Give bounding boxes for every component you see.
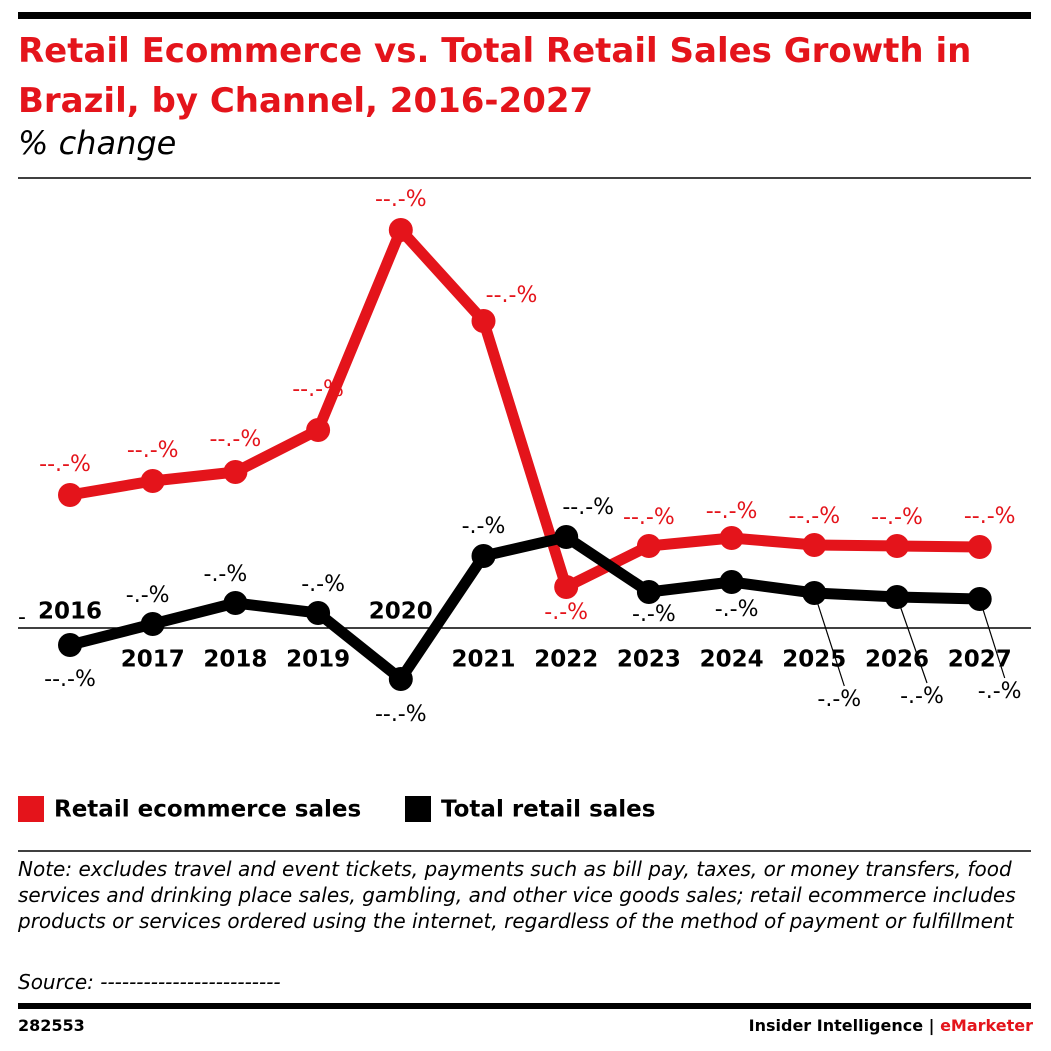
point (388, 218, 413, 242)
point (719, 526, 744, 550)
value-label: -.-% (204, 562, 248, 587)
value-label: -.-% (544, 600, 588, 625)
value-label: --.-% (375, 187, 427, 212)
value-label: -.-% (715, 597, 759, 622)
x-tick-label: 2024 (700, 647, 764, 673)
point (554, 525, 579, 549)
point (471, 309, 496, 333)
brand-name: Insider Intelligence (748, 1016, 924, 1035)
point (223, 591, 248, 615)
x-tick-label: 2016 (38, 599, 102, 625)
top-rule (18, 12, 1031, 19)
legend-label: Retail ecommerce sales (54, 797, 361, 823)
point (140, 469, 165, 493)
chart-title: Retail Ecommerce vs. Total Retail Sales … (18, 31, 972, 121)
x-tick-label: 2022 (534, 647, 598, 673)
value-label: -.-% (126, 583, 170, 608)
point (223, 460, 248, 484)
point (636, 580, 661, 604)
leader-line (896, 596, 928, 684)
value-label: --.-% (375, 702, 427, 727)
series-line (68, 531, 980, 685)
legend-swatch (405, 796, 431, 822)
x-tick-label: 2019 (286, 647, 350, 673)
x-tick-label: 2021 (451, 647, 515, 673)
value-label: --.-% (788, 504, 840, 529)
value-label: -.-% (632, 602, 676, 627)
point (58, 483, 82, 507)
point (802, 533, 827, 557)
x-tick-label: 2023 (617, 647, 681, 673)
point (306, 418, 331, 442)
value-label: --.-% (39, 452, 91, 477)
y-tick-label: - (18, 605, 26, 630)
value-label: --.-% (623, 505, 675, 530)
x-tick-label: 2017 (121, 647, 185, 673)
value-label: --.-% (210, 427, 262, 452)
point (554, 575, 579, 599)
legend-label: Total retail sales (441, 797, 655, 823)
value-label: --.-% (964, 504, 1016, 529)
chart-subtitle: % change (18, 124, 177, 162)
series-line (69, 224, 980, 593)
brand: Insider Intelligence | eMarketer (748, 1016, 1033, 1035)
x-tick-label: 2018 (203, 647, 267, 673)
value-label: --.-% (562, 495, 614, 520)
point (58, 633, 82, 657)
value-label: -.-% (301, 572, 345, 597)
value-label: -.-% (462, 514, 506, 539)
value-label: -.-% (978, 679, 1022, 704)
point (306, 601, 331, 625)
value-label: --.-% (44, 667, 96, 692)
point (636, 534, 661, 558)
point (885, 534, 909, 558)
value-label: -.-% (817, 687, 861, 712)
leader-line (813, 592, 845, 687)
x-tick-label: 2020 (369, 599, 433, 625)
point (471, 544, 496, 568)
point (719, 570, 744, 594)
value-label: --.-% (871, 505, 923, 530)
legend-swatch (18, 796, 44, 822)
source: Source: ------------------------- (18, 970, 281, 994)
chart-id: 282553 (18, 1016, 85, 1035)
value-label: --.-% (127, 438, 179, 463)
value-label: -.-% (900, 684, 944, 709)
point (140, 612, 165, 636)
brand-accent: eMarketer (940, 1016, 1033, 1035)
point (388, 667, 413, 691)
value-label: --.-% (486, 283, 538, 308)
value-label: --.-% (292, 377, 344, 402)
note: Note: excludes travel and event tickets,… (18, 857, 1016, 933)
point (967, 535, 992, 559)
value-label: --.-% (706, 499, 758, 524)
x-tick-label: 2025 (782, 647, 846, 673)
bottom-rule (18, 1003, 1031, 1009)
leader-line (979, 598, 1006, 679)
